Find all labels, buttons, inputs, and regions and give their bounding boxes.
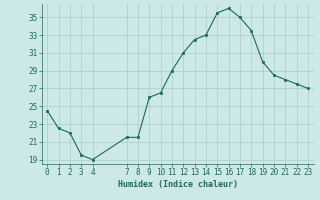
- X-axis label: Humidex (Indice chaleur): Humidex (Indice chaleur): [118, 180, 237, 189]
